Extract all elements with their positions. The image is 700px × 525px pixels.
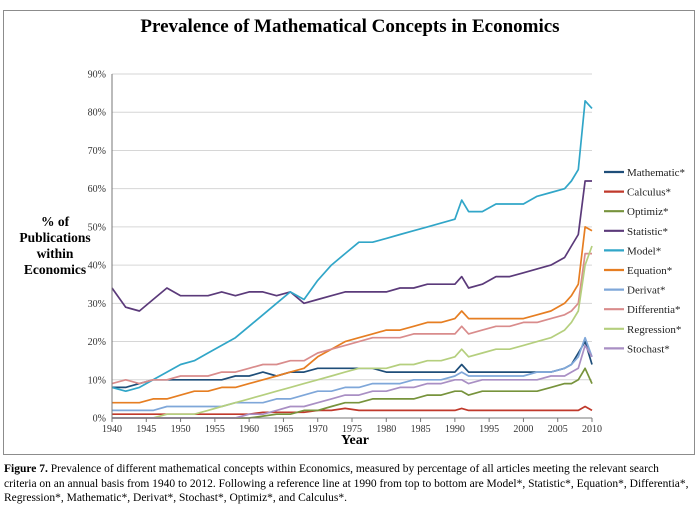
- x-tick-label: 1965: [273, 424, 293, 435]
- line-chart: 0% 10% 20% 30% 40% 50% 60% 70% 80% 90% 1940 1945 195…: [88, 70, 685, 436]
- legend-label: Model*: [627, 245, 661, 257]
- x-tick-label: 1990: [445, 424, 465, 435]
- legend-label: Stochast*: [627, 343, 670, 355]
- y-tick-label: 40%: [88, 261, 106, 272]
- y-tick-label: 0%: [93, 414, 106, 425]
- y-tick-label: 70%: [88, 146, 106, 157]
- x-tick-label: 2005: [548, 424, 568, 435]
- y-tick-label: 20%: [88, 337, 106, 348]
- x-tick-label: 1950: [171, 424, 191, 435]
- x-tick-label: 1960: [239, 424, 259, 435]
- legend-label: Differentia*: [627, 304, 681, 316]
- legend-label: Derivat*: [627, 285, 665, 297]
- x-tick-label: 1945: [136, 424, 156, 435]
- legend-label: Equation*: [627, 265, 672, 277]
- x-axis-title: Year: [341, 433, 369, 448]
- axes: 0% 10% 20% 30% 40% 50% 60% 70% 80% 90% 1940 1945 195…: [88, 70, 602, 436]
- chart-title: Prevalence of Mathematical Concepts in E…: [140, 16, 560, 37]
- x-tick-label: 1940: [102, 424, 122, 435]
- y-tick-label: 90%: [88, 70, 106, 81]
- x-tick-label: 1955: [205, 424, 225, 435]
- y-tick-label: 10%: [88, 375, 106, 386]
- series-line: [112, 226, 593, 404]
- x-tick-label: 1995: [479, 424, 499, 435]
- x-tick-label: 2010: [582, 424, 602, 435]
- x-tick-label: 1985: [411, 424, 431, 435]
- y-tick-label: 50%: [88, 222, 106, 233]
- series-line: [111, 99, 593, 393]
- legend-label: Mathematic*: [627, 167, 685, 179]
- series-lines: [111, 99, 593, 419]
- series-line: [111, 180, 592, 312]
- series-line: [112, 405, 593, 416]
- chart-frame: [3, 10, 695, 455]
- legend: Mathematic* Calculus* Optimiz* Statistic* Mo…: [604, 167, 685, 355]
- series-line: [112, 336, 593, 412]
- series-line: [112, 245, 593, 419]
- y-tick-label: 60%: [88, 184, 106, 195]
- legend-label: Statistic*: [627, 226, 668, 238]
- x-tick-label: 1980: [376, 424, 396, 435]
- x-tick-label: 2000: [513, 424, 533, 435]
- caption-label: Figure 7.: [4, 463, 48, 475]
- y-axis-title: % of Publications within Economics: [19, 214, 91, 277]
- legend-label: Optimiz*: [627, 206, 669, 218]
- grid-lines: [112, 73, 592, 419]
- figure-caption: Figure 7. Prevalence of different mathem…: [4, 462, 694, 506]
- legend-label: Calculus*: [627, 187, 671, 199]
- caption-text: Prevalence of different mathematical con…: [4, 463, 689, 504]
- x-tick-label: 1970: [308, 424, 328, 435]
- x-tick-label: 1975: [342, 424, 362, 435]
- legend-label: Regression*: [627, 324, 681, 336]
- series-line: [111, 252, 592, 385]
- y-tick-label: 80%: [88, 108, 106, 119]
- y-tick-label: 30%: [88, 299, 106, 310]
